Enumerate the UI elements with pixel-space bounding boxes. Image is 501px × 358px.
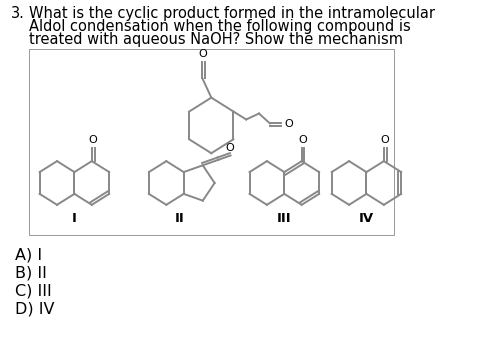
Text: IV: IV	[359, 212, 374, 225]
Text: O: O	[298, 135, 307, 145]
Text: A) I: A) I	[15, 247, 42, 262]
Text: Aldol condensation when the following compound is: Aldol condensation when the following co…	[29, 19, 410, 34]
Text: C) III: C) III	[15, 283, 52, 298]
Text: II: II	[174, 212, 184, 225]
Text: D) IV: D) IV	[15, 301, 55, 316]
Text: III: III	[277, 212, 292, 225]
Text: I: I	[72, 212, 77, 225]
Text: What is the cyclic product formed in the intramolecular: What is the cyclic product formed in the…	[29, 6, 435, 21]
Text: 3.: 3.	[11, 6, 25, 21]
Text: O: O	[226, 142, 234, 153]
Text: O: O	[199, 49, 207, 59]
Text: O: O	[88, 135, 97, 145]
Text: B) II: B) II	[15, 265, 47, 280]
Bar	[29, 49, 394, 234]
Text: treated with aqueous NaOH? Show the mechanism: treated with aqueous NaOH? Show the mech…	[29, 32, 403, 47]
Text: O: O	[285, 120, 293, 130]
Text: O: O	[380, 135, 389, 145]
